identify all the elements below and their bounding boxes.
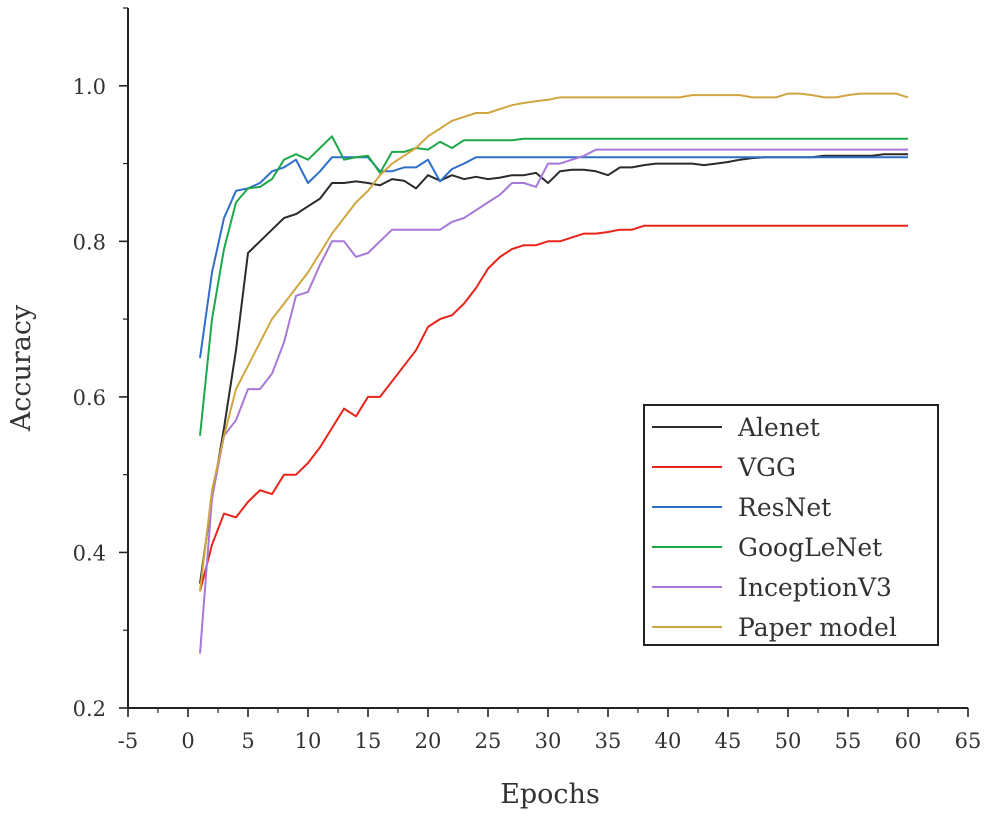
x-tick-label: 60 xyxy=(895,729,922,753)
y-tick-label: 0.6 xyxy=(73,386,106,410)
x-tick-label: 65 xyxy=(955,729,982,753)
y-tick-label: 1.0 xyxy=(73,75,106,99)
x-tick-label: 35 xyxy=(595,729,622,753)
x-tick-label: 45 xyxy=(715,729,742,753)
x-tick-label: 40 xyxy=(655,729,682,753)
x-axis-title: Epochs xyxy=(500,779,600,810)
x-tick-label: 55 xyxy=(835,729,862,753)
x-tick-label: 10 xyxy=(295,729,322,753)
legend-label-vgg: VGG xyxy=(737,453,796,482)
x-tick-label: 15 xyxy=(355,729,382,753)
x-tick-label: 5 xyxy=(241,729,254,753)
series-line-googlenet xyxy=(199,135,908,436)
series-line-inceptionv3 xyxy=(199,148,908,654)
x-tick-label: 25 xyxy=(475,729,502,753)
x-tick-label: 30 xyxy=(535,729,562,753)
series-line-paper-model xyxy=(199,92,909,592)
series-line-vgg xyxy=(199,224,908,592)
legend-label-googlenet: GoogLeNet xyxy=(738,533,882,562)
legend-label-alenet: Alenet xyxy=(737,413,820,442)
legend-label-inceptionv3: InceptionV3 xyxy=(738,573,892,602)
x-tick-label: 0 xyxy=(181,729,194,753)
series-layer xyxy=(199,92,909,654)
y-tick-label: 0.2 xyxy=(73,697,106,721)
legend-label-paper-model: Paper model xyxy=(738,613,897,642)
x-tick-label: 50 xyxy=(775,729,802,753)
x-tick-label: 20 xyxy=(415,729,442,753)
y-axis-title: Accuracy xyxy=(6,304,37,432)
y-tick-label: 0.8 xyxy=(73,230,106,254)
legend: Alenet VGG ResNet GoogLeNet InceptionV3 Paper… xyxy=(643,404,939,646)
axis-layer: -5 0 5 10 15 20 25 30 35 40 45 50 55 60 65 0.2 0.4 0.6 0.8… xyxy=(73,7,982,753)
legend-label-resnet: ResNet xyxy=(738,493,831,522)
legend-box xyxy=(643,404,939,646)
y-tick-label: 0.4 xyxy=(73,541,106,565)
series-line-resnet xyxy=(199,156,908,359)
x-tick-label: -5 xyxy=(118,729,138,753)
